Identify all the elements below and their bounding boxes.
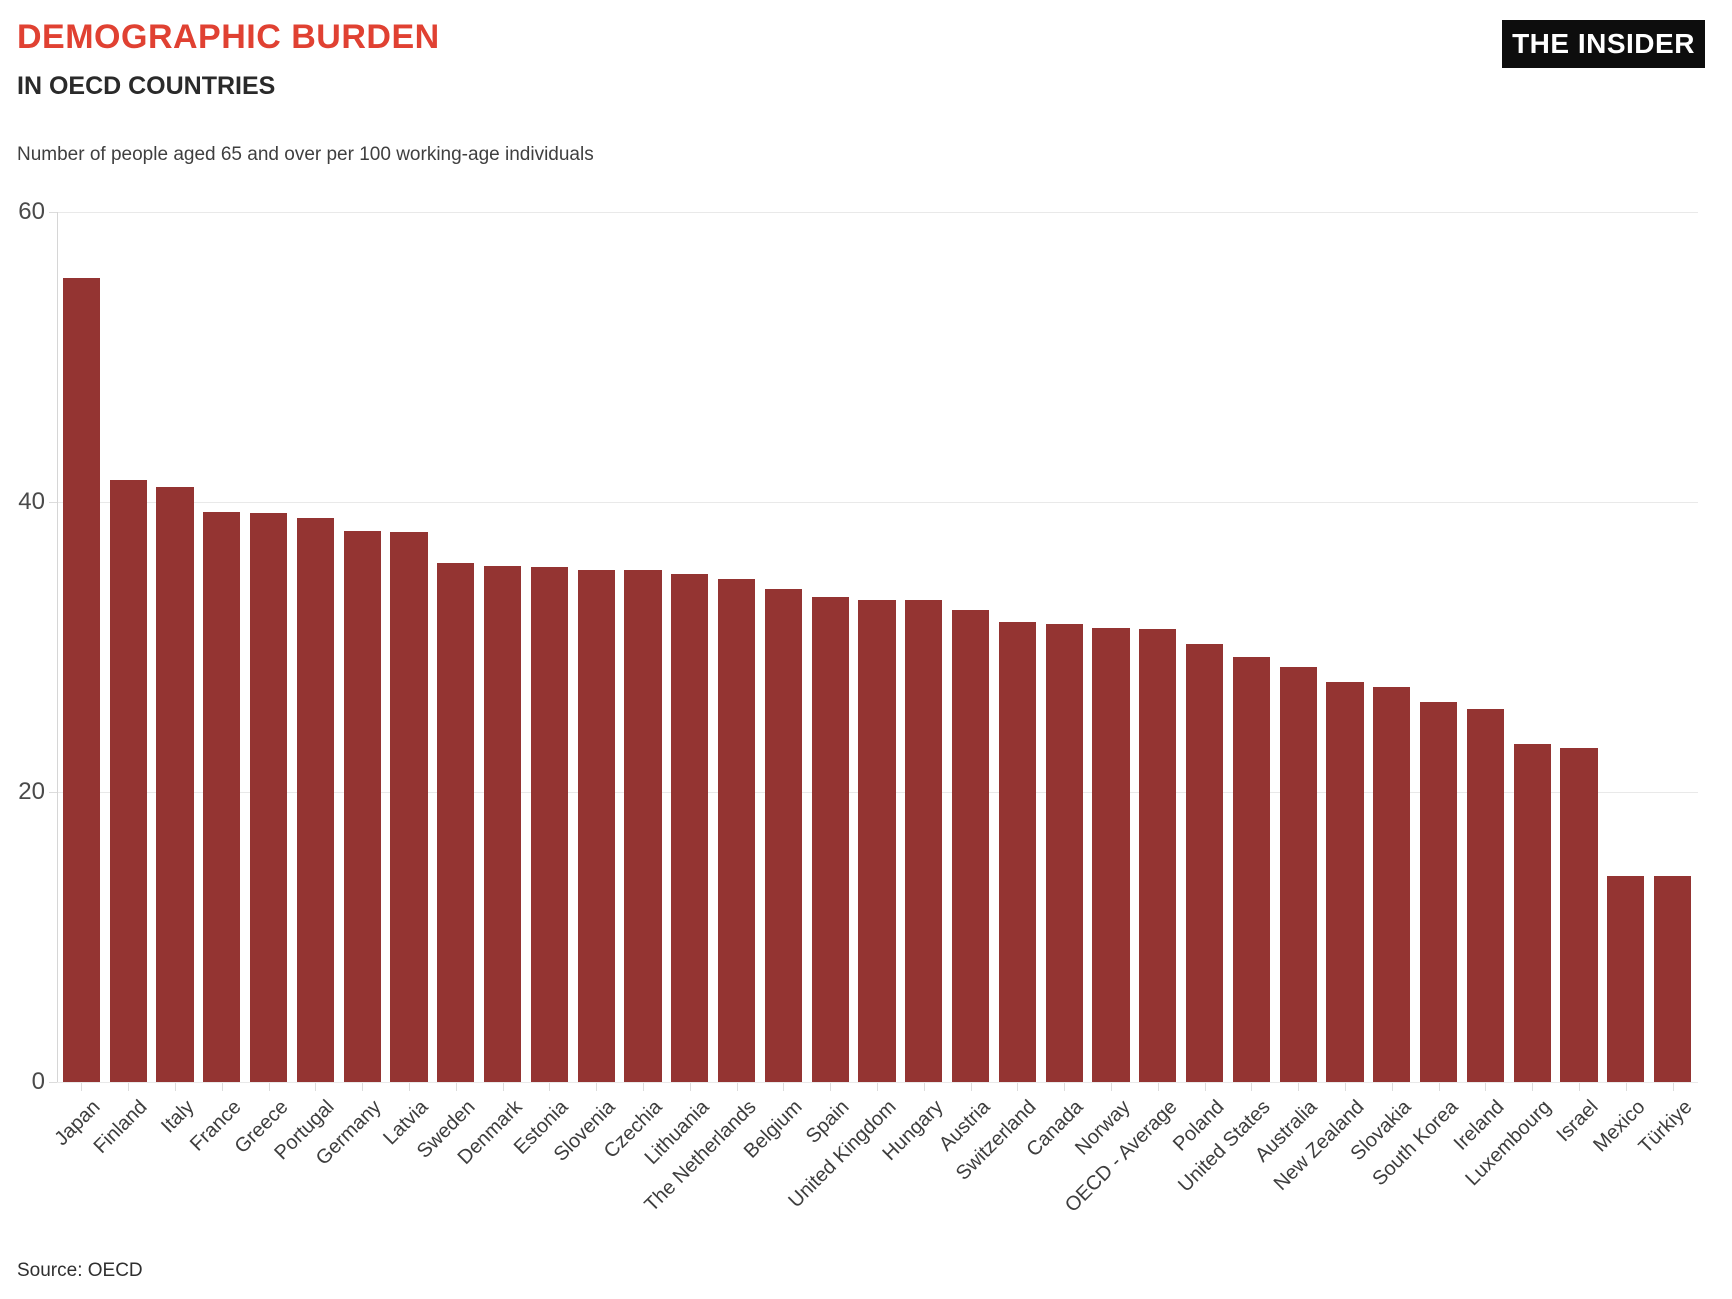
bar-oecd-average <box>1139 629 1177 1082</box>
bar-belgium <box>764 588 802 1082</box>
x-axis-tick-sweden <box>455 1083 457 1091</box>
y-tick-label-60: 60 <box>18 197 45 225</box>
bar-ireland <box>1466 709 1504 1082</box>
x-axis-tick-south-korea <box>1438 1083 1440 1091</box>
gridline-40 <box>57 501 1698 503</box>
bar-united-kingdom <box>858 600 896 1082</box>
y-axis-tick-60 <box>49 211 57 213</box>
x-axis-tick-greece <box>268 1083 270 1091</box>
bar-portugal <box>296 517 334 1082</box>
page-subtitle: IN OECD COUNTRIES <box>17 72 276 100</box>
x-axis-tick-turkiye <box>1672 1083 1674 1091</box>
bar-austria <box>951 610 990 1082</box>
bar-slovenia <box>577 569 615 1082</box>
x-axis-tick-israel <box>1578 1083 1580 1091</box>
x-axis-tick-ireland <box>1485 1083 1487 1091</box>
bar-poland <box>1185 643 1224 1082</box>
bar-spain <box>811 597 849 1082</box>
x-axis-tick-lithuania <box>689 1083 691 1091</box>
y-axis-tick-0 <box>49 1082 57 1083</box>
bar-australia <box>1279 667 1317 1082</box>
bar-slovakia <box>1373 687 1411 1082</box>
x-axis-tick-australia <box>1298 1083 1300 1091</box>
bar-finland <box>109 479 147 1082</box>
bar-mexico <box>1607 875 1645 1082</box>
chart-description: Number of people aged 65 and over per 10… <box>17 144 594 165</box>
x-axis-tick-slovenia <box>596 1083 598 1091</box>
x-axis-tick-czechia <box>642 1083 644 1091</box>
x-axis-tick-germany <box>362 1083 364 1091</box>
x-axis-tick-denmark <box>502 1083 504 1091</box>
x-axis-tick-belgium <box>783 1083 785 1091</box>
x-axis-tick-canada <box>1064 1083 1066 1091</box>
bar-latvia <box>390 532 428 1082</box>
y-tick-label-0: 0 <box>31 1068 45 1095</box>
x-axis-tick-united-kingdom <box>876 1083 878 1091</box>
y-axis-spine <box>57 211 58 1082</box>
x-axis-tick-united-states <box>1251 1083 1253 1091</box>
x-axis-tick-hungary <box>923 1083 925 1091</box>
bar-czechia <box>624 569 662 1082</box>
y-tick-label-40: 40 <box>18 487 45 515</box>
bar-norway <box>1092 627 1130 1082</box>
bar-germany <box>343 530 381 1082</box>
gridline-60 <box>57 211 1698 213</box>
bar-hungary <box>905 600 943 1082</box>
x-axis-tick-the-netherlands <box>736 1083 738 1091</box>
y-axis-tick-40 <box>49 501 57 503</box>
y-axis-tick-20 <box>49 791 57 793</box>
x-axis-tick-mexico <box>1625 1083 1627 1091</box>
x-axis-tick-estonia <box>549 1083 551 1091</box>
bar-israel <box>1560 748 1598 1082</box>
bar-sweden <box>437 562 475 1082</box>
x-axis-tick-oecd-average <box>1157 1083 1159 1091</box>
x-axis-tick-norway <box>1110 1083 1112 1091</box>
bar-japan <box>62 278 100 1082</box>
x-axis-tick-luxembourg <box>1532 1083 1534 1091</box>
bar-new-zealand <box>1326 681 1364 1082</box>
bar-denmark <box>483 565 522 1082</box>
bar-estonia <box>530 566 568 1082</box>
x-axis-tick-switzerland <box>1017 1083 1019 1091</box>
bar-turkiye <box>1653 875 1692 1082</box>
x-axis-tick-poland <box>1204 1083 1206 1091</box>
the-insider-logo: THE INSIDER <box>1502 20 1705 68</box>
bar-france <box>203 511 241 1082</box>
x-axis-tick-france <box>221 1083 223 1091</box>
x-axis-tick-latvia <box>408 1083 410 1091</box>
bar-the-netherlands <box>717 578 756 1082</box>
x-axis-tick-italy <box>174 1083 176 1091</box>
x-axis-tick-portugal <box>315 1083 317 1091</box>
x-axis-tick-japan <box>81 1083 83 1091</box>
bar-greece <box>249 513 288 1082</box>
bar-italy <box>156 487 194 1082</box>
x-axis-tick-finland <box>128 1083 130 1091</box>
x-axis-tick-spain <box>830 1083 832 1091</box>
bar-switzerland <box>998 622 1036 1082</box>
source-note: Source: OECD <box>17 1260 143 1281</box>
x-axis-tick-austria <box>970 1083 972 1091</box>
y-tick-label-20: 20 <box>18 777 45 805</box>
bar-united-states <box>1232 656 1270 1082</box>
page-title: DEMOGRAPHIC BURDEN <box>17 18 440 56</box>
bar-south-korea <box>1419 701 1458 1082</box>
bar-luxembourg <box>1513 743 1551 1082</box>
bar-lithuania <box>671 574 709 1082</box>
x-axis-tick-new-zealand <box>1344 1083 1346 1091</box>
bar-canada <box>1045 623 1083 1082</box>
x-axis-tick-slovakia <box>1391 1083 1393 1091</box>
gridline-0 <box>57 1082 1698 1083</box>
